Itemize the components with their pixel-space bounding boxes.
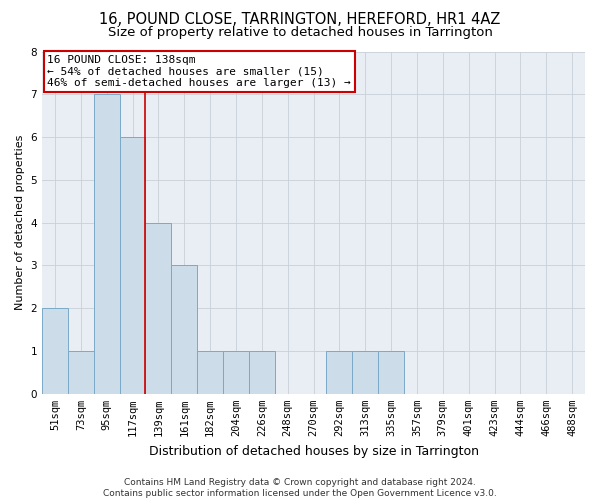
Text: Size of property relative to detached houses in Tarrington: Size of property relative to detached ho…	[107, 26, 493, 39]
Text: Contains HM Land Registry data © Crown copyright and database right 2024.
Contai: Contains HM Land Registry data © Crown c…	[103, 478, 497, 498]
Bar	[42, 308, 68, 394]
Text: 16, POUND CLOSE, TARRINGTON, HEREFORD, HR1 4AZ: 16, POUND CLOSE, TARRINGTON, HEREFORD, H…	[100, 12, 500, 28]
Bar	[378, 351, 404, 394]
Bar	[249, 351, 275, 394]
Bar	[326, 351, 352, 394]
Bar	[68, 351, 94, 394]
Bar	[223, 351, 249, 394]
Bar	[145, 222, 172, 394]
Bar	[119, 137, 145, 394]
X-axis label: Distribution of detached houses by size in Tarrington: Distribution of detached houses by size …	[149, 444, 479, 458]
Bar	[94, 94, 119, 394]
Bar	[172, 266, 197, 394]
Bar	[197, 351, 223, 394]
Text: 16 POUND CLOSE: 138sqm
← 54% of detached houses are smaller (15)
46% of semi-det: 16 POUND CLOSE: 138sqm ← 54% of detached…	[47, 55, 351, 88]
Y-axis label: Number of detached properties: Number of detached properties	[15, 135, 25, 310]
Bar	[352, 351, 378, 394]
